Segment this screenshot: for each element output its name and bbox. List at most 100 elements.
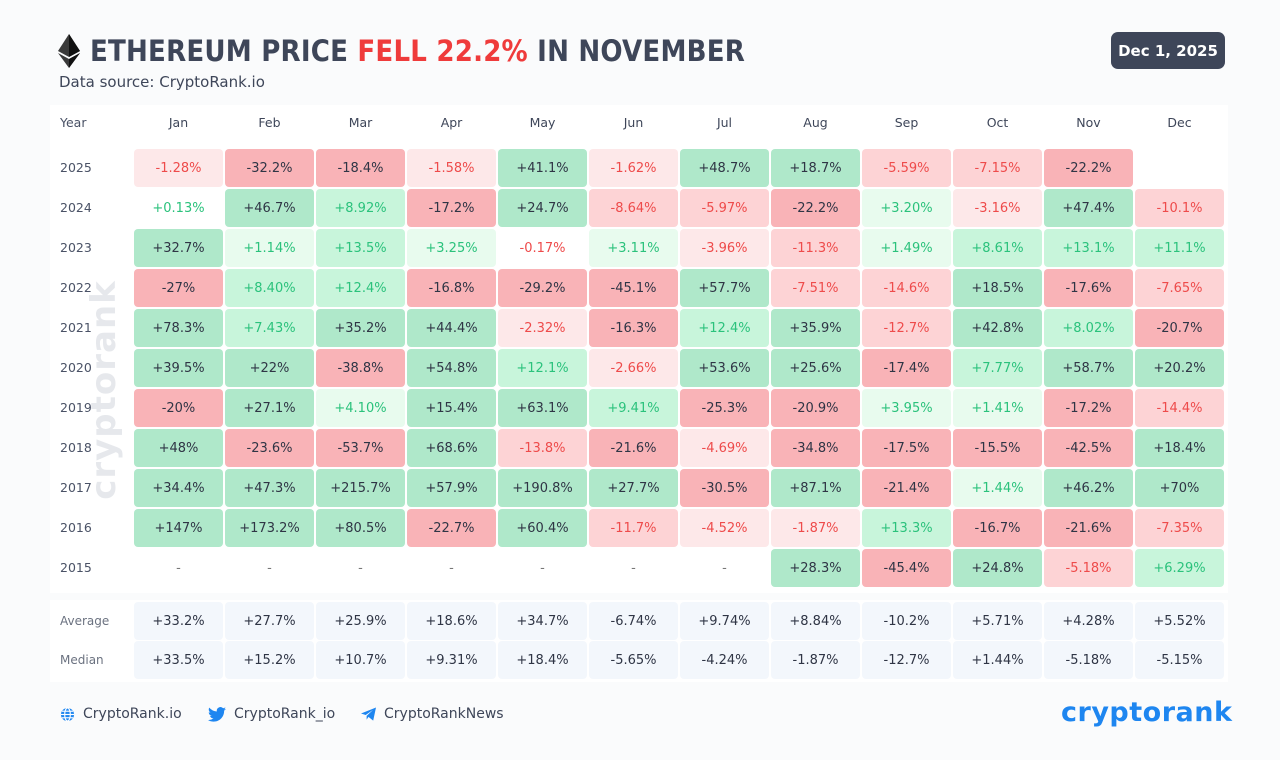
table-cell: +44.4% bbox=[407, 309, 496, 347]
table-cell bbox=[1135, 149, 1224, 187]
table-cell: -1.62% bbox=[589, 149, 678, 187]
table-cell: +1.49% bbox=[862, 229, 951, 267]
table-cell: +12.4% bbox=[680, 309, 769, 347]
stat-cell: -5.15% bbox=[1135, 641, 1224, 679]
stat-cell: +4.28% bbox=[1044, 602, 1133, 640]
table-cell: +13.3% bbox=[862, 509, 951, 547]
table-cell: +3.11% bbox=[589, 229, 678, 267]
table-cell: -29.2% bbox=[498, 269, 587, 307]
month-header: Jul bbox=[716, 115, 733, 130]
year-label: 2019 bbox=[60, 400, 92, 415]
stat-cell: +34.7% bbox=[498, 602, 587, 640]
table-cell: +11.1% bbox=[1135, 229, 1224, 267]
month-header: Feb bbox=[258, 115, 281, 130]
table-cell: - bbox=[176, 560, 181, 576]
table-cell: +46.7% bbox=[225, 189, 314, 227]
month-header: May bbox=[529, 115, 556, 130]
month-header: Sep bbox=[894, 115, 919, 130]
stat-cell: +18.6% bbox=[407, 602, 496, 640]
table-cell: -17.4% bbox=[862, 349, 951, 387]
stat-cell: +25.9% bbox=[316, 602, 405, 640]
stat-cell: +5.52% bbox=[1135, 602, 1224, 640]
year-label: 2025 bbox=[60, 160, 92, 175]
stat-cell: +27.7% bbox=[225, 602, 314, 640]
table-cell: +18.7% bbox=[771, 149, 860, 187]
table-cell: +47.4% bbox=[1044, 189, 1133, 227]
data-source: Data source: CryptoRank.io bbox=[59, 73, 265, 91]
table-cell: +48.7% bbox=[680, 149, 769, 187]
footer-link-twitter[interactable]: CryptoRank_io bbox=[208, 706, 335, 722]
table-cell: +7.43% bbox=[225, 309, 314, 347]
table-cell: +13.5% bbox=[316, 229, 405, 267]
ethereum-icon bbox=[58, 34, 80, 68]
table-cell: +27.7% bbox=[589, 469, 678, 507]
footer-link-label: CryptoRank.io bbox=[83, 706, 182, 722]
table-cell: +8.92% bbox=[316, 189, 405, 227]
table-cell: -20% bbox=[134, 389, 223, 427]
table-cell: +58.7% bbox=[1044, 349, 1133, 387]
footer-link-telegram[interactable]: CryptoRankNews bbox=[361, 706, 504, 722]
footer-link-label: CryptoRank_io bbox=[234, 706, 336, 722]
table-cell: +39.5% bbox=[134, 349, 223, 387]
title-highlight: FELL 22.2% bbox=[357, 34, 528, 68]
table-cell: +22% bbox=[225, 349, 314, 387]
date-badge: Dec 1, 2025 bbox=[1111, 32, 1225, 69]
table-cell: +68.6% bbox=[407, 429, 496, 467]
table-cell: -20.7% bbox=[1135, 309, 1224, 347]
table-cell: +18.5% bbox=[953, 269, 1042, 307]
table-cell: -21.6% bbox=[1044, 509, 1133, 547]
year-label: 2024 bbox=[60, 200, 92, 215]
table-cell: -7.51% bbox=[771, 269, 860, 307]
table-cell: -11.3% bbox=[771, 229, 860, 267]
month-header: Aug bbox=[803, 115, 828, 130]
table-cell: +47.3% bbox=[225, 469, 314, 507]
table-cell: -10.1% bbox=[1135, 189, 1224, 227]
table-cell: - bbox=[540, 560, 545, 576]
table-cell: +60.4% bbox=[498, 509, 587, 547]
table-cell: -1.87% bbox=[771, 509, 860, 547]
footer-link-website[interactable]: CryptoRank.io bbox=[60, 706, 182, 722]
stat-cell: -5.65% bbox=[589, 641, 678, 679]
table-cell: -38.8% bbox=[316, 349, 405, 387]
table-cell: -27% bbox=[134, 269, 223, 307]
table-cell: -20.9% bbox=[771, 389, 860, 427]
stat-cell: -10.2% bbox=[862, 602, 951, 640]
table-cell: - bbox=[267, 560, 272, 576]
month-header: Apr bbox=[440, 115, 463, 130]
year-label: 2021 bbox=[60, 320, 92, 335]
year-label: 2018 bbox=[60, 440, 92, 455]
year-label: 2023 bbox=[60, 240, 92, 255]
table-cell: -7.65% bbox=[1135, 269, 1224, 307]
twitter-icon bbox=[208, 706, 226, 722]
table-cell: +173.2% bbox=[225, 509, 314, 547]
table-cell: -17.6% bbox=[1044, 269, 1133, 307]
table-cell: +215.7% bbox=[316, 469, 405, 507]
table-cell: +35.9% bbox=[771, 309, 860, 347]
stat-cell: -4.24% bbox=[680, 641, 769, 679]
table-cell: +54.8% bbox=[407, 349, 496, 387]
table-cell: -5.97% bbox=[680, 189, 769, 227]
month-header: Oct bbox=[986, 115, 1009, 130]
table-cell: +15.4% bbox=[407, 389, 496, 427]
globe-icon bbox=[60, 706, 75, 722]
table-cell: -3.16% bbox=[953, 189, 1042, 227]
month-header: Dec bbox=[1167, 115, 1192, 130]
table-cell: -22.2% bbox=[1044, 149, 1133, 187]
table-cell: +6.29% bbox=[1135, 549, 1224, 587]
table-cell: +53.6% bbox=[680, 349, 769, 387]
table-cell: +80.5% bbox=[316, 509, 405, 547]
table-cell: -18.4% bbox=[316, 149, 405, 187]
table-cell: +78.3% bbox=[134, 309, 223, 347]
year-label: 2022 bbox=[60, 280, 92, 295]
table-cell: +12.1% bbox=[498, 349, 587, 387]
stat-cell: +33.2% bbox=[134, 602, 223, 640]
table-cell: -17.2% bbox=[1044, 389, 1133, 427]
table-cell: -2.32% bbox=[498, 309, 587, 347]
table-cell: +7.77% bbox=[953, 349, 1042, 387]
table-cell: +87.1% bbox=[771, 469, 860, 507]
table-cell: +18.4% bbox=[1135, 429, 1224, 467]
table-cell: - bbox=[449, 560, 454, 576]
table-cell: +8.02% bbox=[1044, 309, 1133, 347]
table-cell: -45.1% bbox=[589, 269, 678, 307]
table-cell: +147% bbox=[134, 509, 223, 547]
